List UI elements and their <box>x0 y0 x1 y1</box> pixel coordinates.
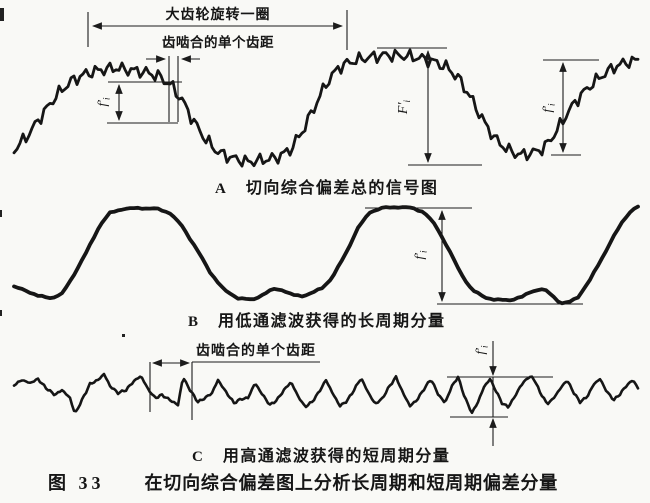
dim-fi-left <box>107 81 182 124</box>
dim-label-fi-left: f′i <box>94 97 112 107</box>
dim-label-fi-right: f′i <box>539 103 557 113</box>
rotation-span-label: 大齿轮旋转一圈 <box>165 8 271 23</box>
dim-pitch-a <box>146 55 200 122</box>
dim-label-fi-long: f′i <box>411 250 429 260</box>
section-b-title: B 用低通滤波获得的长周期分量 <box>188 313 446 330</box>
waveform-long-period <box>12 204 640 306</box>
dim-pitch-c <box>149 359 320 420</box>
section-b-letter: B <box>188 314 199 330</box>
scan-speck <box>0 210 2 217</box>
scan-speck <box>0 310 2 316</box>
dim-label-Fi-total: F′i <box>396 99 412 115</box>
scan-speck <box>122 334 125 337</box>
figure-number: 图 33 <box>48 473 105 493</box>
dim-fi-right <box>543 59 599 156</box>
scan-speck <box>0 8 4 21</box>
dim-fi-long <box>365 207 583 305</box>
dim-fi-short <box>447 341 553 446</box>
dim-Fi-total <box>377 47 482 166</box>
pitch-label-a: 齿啮合的单个齿距 <box>162 35 274 50</box>
waveform-short-period <box>12 372 640 415</box>
section-a-title: A 切向综合偏差总的信号图 <box>215 180 439 197</box>
dim-label-fi-short: f′i <box>472 345 490 355</box>
section-c-letter: C <box>192 449 203 465</box>
dim-rotation-span <box>87 10 348 50</box>
section-c-title: C 用高通滤波获得的短周期分量 <box>192 448 451 465</box>
figure-caption: 图 33 在切向综合偏差图上分析长周期和短周期偏差分量 <box>48 473 559 493</box>
waveform-total-signal <box>12 48 640 168</box>
pitch-label-c: 齿啮合的单个齿距 <box>196 344 316 359</box>
section-a-letter: A <box>215 181 226 197</box>
